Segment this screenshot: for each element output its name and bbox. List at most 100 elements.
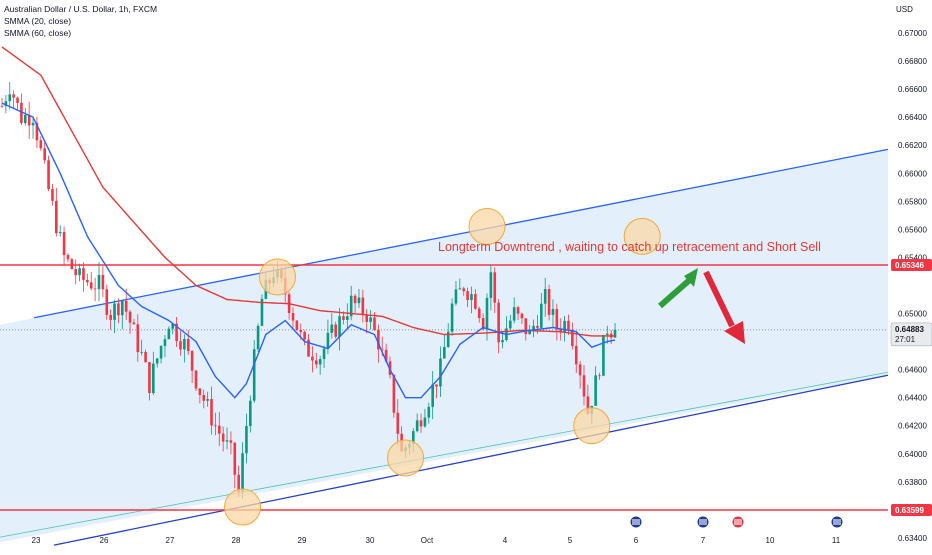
candle-bullish [470,294,473,301]
candle-bullish [163,339,167,347]
smma60-legend[interactable]: SMMA (60, close) [4,28,72,38]
candle-bearish [520,313,524,319]
candle-bullish [528,329,531,335]
candle-bullish [443,346,446,359]
flag-stripe [632,519,640,525]
arrow-up-head [684,268,698,287]
candle-bullish [155,358,159,364]
time-tick-label: 26 [100,536,109,545]
arrow-down-head [724,321,745,344]
price-tick-label: 0.66000 [898,169,927,178]
candle-bearish [101,274,105,290]
flag-stripe [734,519,742,525]
price-tick-label: 0.64600 [898,366,927,375]
candle-bullish [512,307,516,321]
candle-bearish [547,289,551,315]
candle-bullish [8,94,12,102]
candle-bullish [357,297,361,304]
candle-bearish [89,282,93,289]
time-tick-label: 27 [166,536,175,545]
chart-legend: Australian Dollar / U.S. Dollar, 1h, FXC… [4,3,157,39]
time-tick-label: 5 [568,536,573,545]
resistance-badge: 0.65346 [891,258,932,271]
highlight-circle [387,439,425,477]
candle-bearish [578,364,582,376]
highlight-circle [224,488,262,526]
price-tick-label: 0.66800 [898,57,927,66]
flag-stripe [699,519,707,525]
candle-bullish [245,426,248,454]
candle-bullish [439,358,442,387]
price-tick-label: 0.66200 [898,141,927,150]
candle-bearish [353,295,357,304]
candle-bullish [31,122,35,126]
time-tick-label: 7 [701,536,706,545]
candle-bearish [47,160,50,190]
smma20-legend[interactable]: SMMA (20, close) [4,16,72,26]
support-badge-box [891,503,932,516]
candle-bearish [0,105,4,107]
arrow-up-shaft [658,274,695,309]
candle-bearish [582,375,586,397]
candle-bullish [322,348,326,360]
time-axis: 23 26 27 28 29 30 Oct 4 5 6 7 10 11 [32,536,841,545]
candle-bullish [489,272,493,298]
support-badge-text: 0.63599 [895,506,924,515]
candle-bullish [171,323,175,329]
candle-bullish [543,289,547,304]
candle-bearish [555,309,559,330]
candle-bearish [93,288,97,290]
candle-bearish [105,289,109,315]
candle-bullish [594,375,597,406]
annotation-layer [224,208,844,529]
time-tick-label: 6 [634,536,639,545]
candle-bearish [132,322,136,325]
arrow-down-shaft [703,270,735,328]
resistance-badge-text: 0.65346 [895,261,924,270]
flag-au-icon [830,515,844,529]
time-tick-label: 11 [832,536,841,545]
candle-bearish [396,412,400,434]
candle-bearish [303,331,306,340]
candle-bearish [497,302,500,343]
time-tick-label: 10 [766,536,775,545]
candle-bullish [551,309,555,315]
time-tick-label: 28 [232,536,241,545]
candle-bearish [392,374,396,413]
candle-bearish [237,474,240,492]
price-tick-label: 0.67000 [898,29,927,38]
candle-bullish [540,303,543,328]
candle-bullish [113,303,116,320]
candle-bearish [229,440,233,443]
candle-bearish [481,317,485,330]
candle-bearish [233,442,237,475]
candle-bearish [117,303,120,316]
candle-bearish [221,433,225,442]
symbol-title[interactable]: Australian Dollar / U.S. Dollar, 1h, FXC… [4,4,158,14]
candle-bullish [252,349,256,401]
countdown-text: 27:01 [895,335,916,344]
candle-bearish [43,148,46,161]
candle-bearish [66,255,70,260]
candle-bearish [299,329,303,332]
candle-bullish [411,431,415,445]
price-axis: USD 0.67000 0.66800 0.66600 0.66400 0.66200 0… [896,5,927,543]
time-tick-label: 29 [298,536,307,545]
moving-averages-layer [1,46,616,399]
candle-bullish [183,338,186,350]
price-tick-label: 0.65600 [898,225,927,234]
candle-bearish [334,324,337,337]
candle-bullish [152,363,155,394]
candle-bearish [586,396,590,415]
candle-bullish [78,268,81,276]
highlight-circle [573,407,611,445]
candle-bearish [27,114,31,126]
flag-us-icon [731,515,745,529]
candle-bearish [16,97,19,103]
price-axis-unit: USD [896,5,913,14]
candle-bearish [435,384,438,387]
highlight-circle [468,208,506,246]
candle-bullish [415,420,419,432]
candle-bullish [260,298,264,326]
